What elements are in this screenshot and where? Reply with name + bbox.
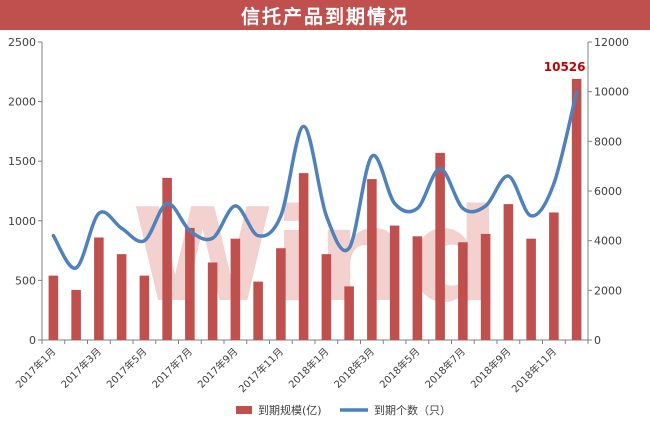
line-point (234, 204, 237, 208)
x-tick-label: 2017年3月 (58, 345, 104, 391)
bar (412, 236, 423, 340)
line-point (484, 204, 487, 208)
y-right-tick-label: 0 (594, 334, 601, 347)
x-tick-label: 2017年9月 (195, 345, 241, 391)
bar (162, 177, 172, 340)
legend-swatch-bar (236, 406, 252, 414)
bar (480, 233, 491, 340)
line-point (120, 227, 123, 230)
y-right-tick-label: 8000 (594, 135, 622, 148)
line-point (165, 202, 169, 205)
line-point (575, 90, 578, 93)
bar (367, 179, 377, 340)
y-left-tick-label: 500 (15, 274, 36, 287)
bar (321, 254, 332, 340)
line-point (211, 236, 214, 240)
line-point (325, 214, 328, 218)
bar (116, 254, 127, 340)
line-point (552, 182, 556, 185)
bar (207, 262, 218, 340)
bar (435, 152, 445, 340)
line-point (370, 155, 374, 158)
bar (344, 286, 354, 340)
y-left-tick-label: 1000 (8, 215, 36, 228)
bar (458, 242, 468, 340)
line-point (393, 202, 396, 205)
legend: 到期规模(亿) 到期个数（只） (236, 403, 451, 417)
line-point (97, 212, 101, 215)
x-tick-label: 2018年3月 (331, 345, 377, 391)
chart-title: 信托产品到期情况 (240, 5, 409, 28)
y-right-tick-label: 6000 (594, 185, 622, 198)
bar (71, 289, 81, 340)
line-point (143, 239, 146, 242)
line-point (188, 229, 192, 232)
annotations: 10526 (544, 60, 586, 74)
bar (276, 248, 286, 340)
bar (185, 227, 195, 340)
line-point (529, 214, 533, 218)
y-left-tick-label: 2500 (8, 36, 36, 49)
bar (230, 238, 241, 340)
title-bar: 信托产品到期情况 (0, 0, 650, 30)
line-point (438, 167, 442, 170)
y-left-tick-label: 0 (29, 334, 36, 347)
x-tick-label: 2018年5月 (377, 345, 423, 391)
bar (298, 173, 309, 340)
line-point (302, 125, 305, 128)
line-point (461, 207, 465, 210)
bar (526, 238, 536, 340)
legend-label-line: 到期个数（只） (374, 404, 451, 417)
line-series (51, 89, 579, 270)
data-label: 10526 (544, 60, 586, 74)
line-point (416, 207, 419, 210)
x-tick-label: 2017年1月 (13, 345, 59, 391)
x-tick-label: 2018年7月 (422, 345, 468, 391)
bar (389, 225, 400, 340)
bar (253, 281, 263, 340)
x-tick-label: 2017年5月 (104, 345, 150, 391)
x-tick-label: 2017年7月 (149, 345, 195, 391)
y-left-tick-label: 1500 (8, 155, 36, 168)
y-right-tick-label: 2000 (594, 284, 622, 297)
x-tick-label: 2018年9月 (468, 345, 514, 391)
y-left-tick-label: 2000 (8, 96, 36, 109)
line-point (279, 214, 283, 218)
bar (549, 212, 559, 340)
x-tick-label: 2018年11月 (509, 345, 559, 395)
bar (48, 275, 59, 340)
legend-label-bar: 到期规模(亿) (258, 403, 322, 417)
y-right-tick-label: 4000 (594, 235, 622, 248)
x-tick-label: 2018年1月 (286, 345, 332, 391)
y-right-tick-label: 10000 (594, 86, 629, 99)
y-right-tick-label: 12000 (594, 36, 629, 49)
bar-series (48, 78, 582, 341)
line-point (347, 246, 351, 250)
line-point (52, 234, 55, 237)
x-tick-label: 2017年11月 (236, 345, 286, 395)
bar (139, 275, 150, 340)
line-point (256, 234, 260, 237)
bar (94, 237, 104, 340)
line-point (74, 266, 78, 270)
bar (503, 204, 514, 340)
bar (571, 78, 582, 341)
line-point (507, 174, 510, 178)
